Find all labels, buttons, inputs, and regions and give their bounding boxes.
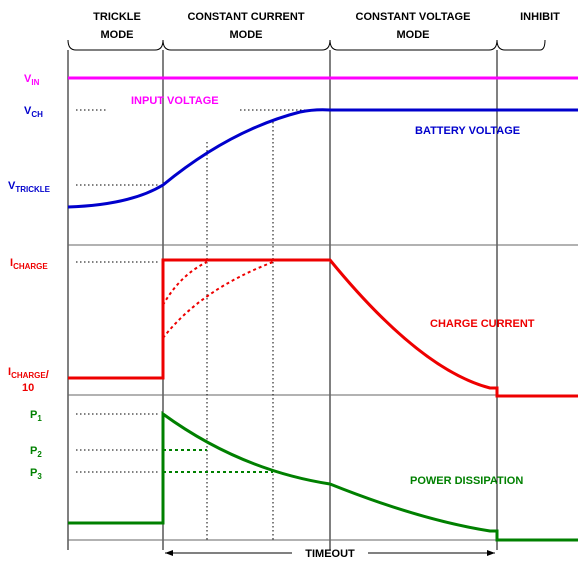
p3-label: P3 [30,467,42,481]
axes [67,50,578,550]
p2-label: P2 [30,445,42,459]
curve-label: CHARGE CURRENT [430,318,535,330]
p1-label: P1 [30,409,42,423]
curve-label: BATTERY VOLTAGE [415,125,520,137]
mode-label: CONSTANT VOLTAGE [356,11,471,23]
charge-current-alt [162,261,274,339]
power-curve [68,411,578,542]
power-alt [163,449,273,473]
vin-label: VIN [24,73,40,87]
mode-label: TRICKLE [93,11,141,23]
mode-label: INHIBIT [520,11,560,23]
charge-current-curve [68,258,578,398]
icharge10-label: ICHARGE/ [8,366,49,381]
icharge10-label: 10 [22,382,34,394]
mode-label: MODE [230,29,263,41]
battery-voltage-curve [67,108,578,209]
icharge-label: ICHARGE [10,257,48,271]
mode-label: CONSTANT CURRENT [187,11,304,23]
vtrickle-label: VTRICKLE [8,180,51,194]
mode-label: MODE [397,29,430,41]
vch-label: VCH [24,105,43,119]
timeout-label: TIMEOUT [305,548,355,560]
mode-brackets [67,39,546,51]
guides [76,109,318,540]
mode-label: MODE [101,29,134,41]
curve-label: INPUT VOLTAGE [131,95,219,107]
curve-label: POWER DISSIPATION [410,475,523,487]
